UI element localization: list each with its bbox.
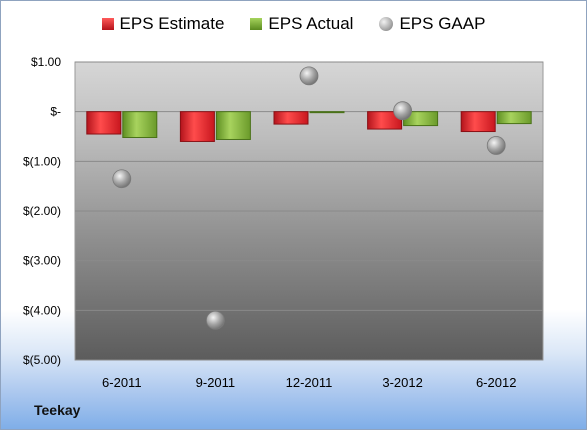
bar-eps-estimate [179,111,215,142]
legend-label-actual: EPS Actual [268,14,354,33]
x-tick-label: 6-2012 [476,375,516,390]
legend-item-gaap: EPS GAAP [379,14,485,34]
legend-item-estimate: EPS Estimate [101,14,225,34]
y-axis-ticks: $1.00 $- $(1.00) $(2.00) $(3.00) $(4.00) $(5.0… [23,55,61,367]
bar-eps-actual [496,111,532,125]
marker-eps-gaap [112,169,132,189]
x-tick-label: 6-2011 [102,375,142,390]
marker-eps-gaap [205,310,225,330]
bar-eps-estimate [367,111,403,130]
legend: EPS Estimate EPS Actual EPS GAAP [0,14,587,34]
marker-eps-gaap [486,136,506,155]
bar-eps-actual [309,111,345,114]
x-axis-ticks: 6-2011 9-2011 12-2011 3-2012 6-2012 [102,375,516,390]
legend-swatch-actual [250,18,263,30]
legend-item-actual: EPS Actual [250,14,353,34]
legend-swatch-estimate [101,18,114,30]
y-tick-label: $- [50,105,61,119]
legend-label-estimate: EPS Estimate [119,14,225,33]
y-tick-label: $(3.00) [23,254,61,268]
bar-eps-estimate [86,111,122,135]
bar-eps-estimate [273,111,309,125]
bar-eps-actual [215,111,251,140]
legend-swatch-gaap [379,17,394,31]
gridlines [75,61,543,361]
bar-eps-actual [122,111,158,138]
y-tick-label: $1.00 [31,55,61,69]
legend-label-gaap: EPS GAAP [399,14,486,33]
company-label: Teekay [34,402,81,418]
x-tick-label: 3-2012 [382,375,422,390]
y-tick-label: $(1.00) [23,154,61,168]
bar-eps-estimate [460,111,496,133]
gaap-markers [112,66,506,330]
x-tick-label: 12-2011 [286,375,333,390]
marker-eps-gaap [393,101,413,121]
bars [86,111,532,142]
marker-eps-gaap [299,66,319,86]
x-tick-label: 9-2011 [196,375,236,390]
y-tick-label: $(5.00) [23,353,61,367]
y-tick-label: $(4.00) [23,303,61,317]
y-tick-label: $(2.00) [23,204,61,218]
